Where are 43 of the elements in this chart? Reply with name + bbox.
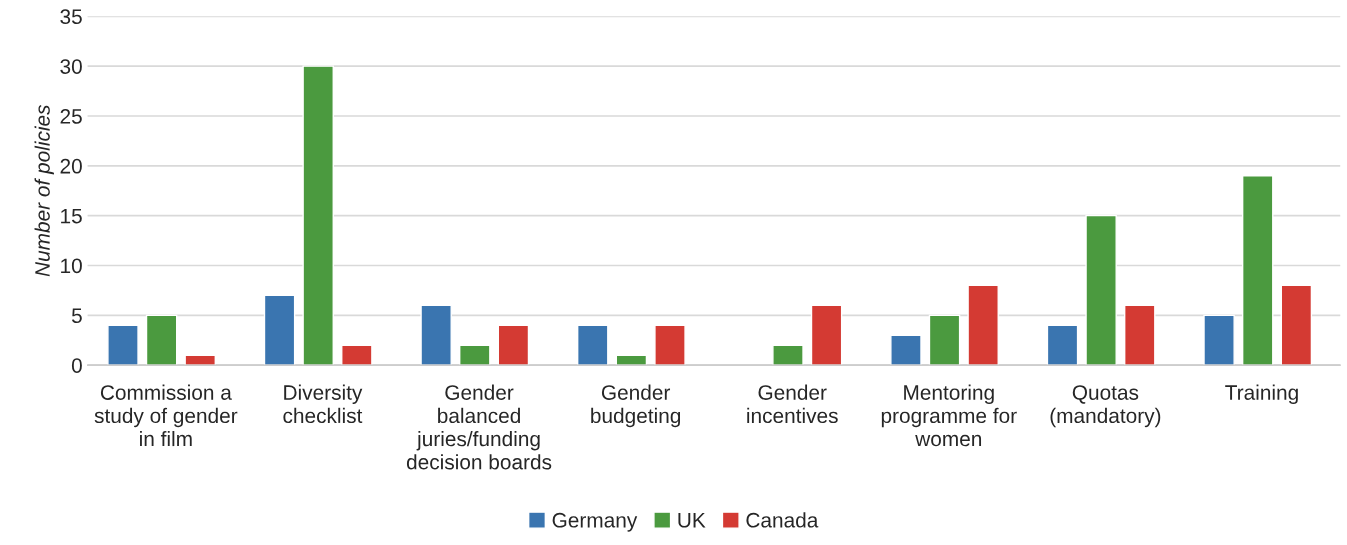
bar — [1241, 175, 1274, 366]
x-tick-label: Gender budgeting — [591, 384, 681, 428]
y-tick-label: 0 — [71, 358, 82, 373]
y-axis-title: Number of policies — [34, 104, 54, 277]
bar — [145, 314, 178, 366]
bar — [497, 324, 530, 366]
x-tick-label: Diversity checklist — [283, 384, 363, 424]
y-tick-label: 30 — [60, 59, 82, 74]
bar — [1046, 324, 1079, 366]
bar — [810, 304, 843, 366]
y-tick-label: 10 — [61, 258, 82, 274]
bar — [263, 294, 296, 366]
bar — [1123, 304, 1156, 366]
y-tick-label: 20 — [60, 158, 82, 174]
bar — [576, 324, 609, 366]
bar — [1280, 284, 1313, 366]
bar — [420, 304, 452, 366]
y-tick-label: 25 — [60, 109, 82, 124]
bar — [928, 314, 961, 366]
bar — [890, 334, 922, 366]
x-tick-label: Training — [1225, 384, 1298, 405]
bar — [1203, 314, 1235, 366]
bar — [654, 324, 686, 366]
legend-label: Canada — [746, 512, 819, 528]
legend-label: UK — [678, 513, 706, 528]
x-tick-label: Gender incentives — [747, 384, 838, 424]
x-tick-label: Mentoring programme for women — [881, 384, 1017, 447]
bar — [107, 324, 139, 366]
x-tick-label: Quotas (mandatory) — [1050, 385, 1161, 428]
bar — [967, 284, 999, 366]
x-tick-label: Commission a study of gender in film — [94, 384, 238, 447]
bar — [459, 344, 491, 366]
bar — [184, 354, 216, 366]
y-tick-label: 35 — [60, 9, 82, 25]
bar — [615, 354, 648, 366]
bar — [772, 344, 804, 366]
y-tick-label: 5 — [71, 308, 82, 324]
legend-label: Germany — [552, 512, 638, 532]
bar — [341, 344, 373, 366]
bar — [1085, 214, 1117, 366]
y-tick-label: 15 — [61, 208, 82, 224]
x-tick-label: Gender balanced juries/funding decision boards — [406, 384, 552, 470]
bar — [302, 65, 334, 366]
